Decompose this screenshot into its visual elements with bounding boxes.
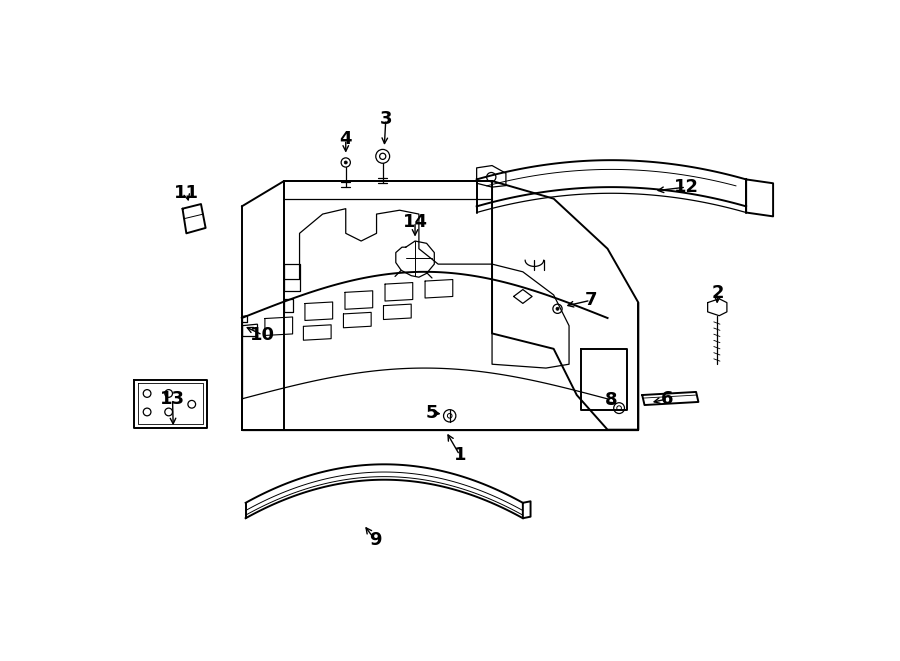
Text: 7: 7 xyxy=(584,292,597,309)
Text: 14: 14 xyxy=(402,213,428,231)
Text: 10: 10 xyxy=(250,326,275,344)
Text: 6: 6 xyxy=(662,390,674,408)
Text: 11: 11 xyxy=(174,184,199,202)
Text: 13: 13 xyxy=(160,390,185,408)
Text: 8: 8 xyxy=(605,391,617,409)
Text: 9: 9 xyxy=(369,531,382,549)
Text: 12: 12 xyxy=(673,178,698,196)
Circle shape xyxy=(556,307,559,310)
Text: 4: 4 xyxy=(339,130,352,148)
Text: 1: 1 xyxy=(454,446,466,464)
Text: 2: 2 xyxy=(711,284,724,302)
Circle shape xyxy=(344,161,347,164)
Text: 5: 5 xyxy=(426,404,438,422)
Text: 3: 3 xyxy=(380,110,392,128)
